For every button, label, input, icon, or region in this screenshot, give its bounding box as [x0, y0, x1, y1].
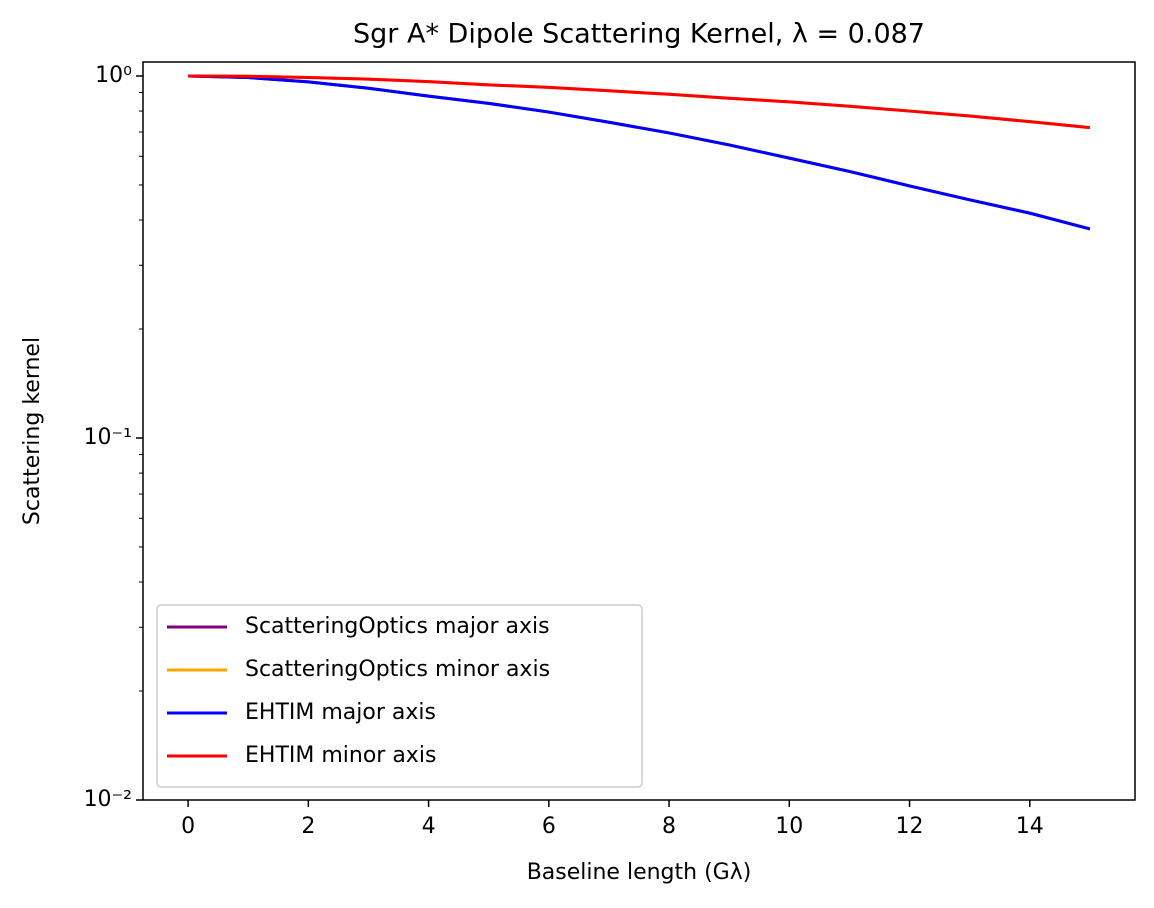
x-tick-label: 12 — [896, 814, 924, 839]
legend-label: EHTIM major axis — [245, 700, 436, 725]
y-axis-label: Scattering kernel — [20, 337, 45, 525]
series-line — [188, 74, 1091, 231]
legend-label: ScatteringOptics minor axis — [245, 657, 550, 682]
x-tick-label: 2 — [301, 814, 315, 839]
x-axis-label: Baseline length (Gλ) — [527, 860, 752, 885]
legend-label: EHTIM minor axis — [245, 743, 436, 768]
x-tick-label: 10 — [775, 814, 803, 839]
x-tick-label: 14 — [1016, 814, 1044, 839]
chart-title: Sgr A* Dipole Scattering Kernel, λ = 0.0… — [353, 19, 925, 50]
x-tick-label: 0 — [181, 814, 195, 839]
legend-label: ScatteringOptics major axis — [245, 614, 550, 639]
plot-frame — [142, 61, 1136, 801]
y-tick-label: 10⁻¹ — [84, 425, 132, 450]
legend-box — [156, 604, 643, 788]
x-tick-label: 4 — [422, 814, 436, 839]
series-line — [188, 74, 1091, 130]
series-line — [188, 74, 1091, 231]
x-tick-label: 6 — [542, 814, 556, 839]
y-tick-label: 10⁻² — [84, 787, 132, 812]
y-tick-label: 10⁰ — [95, 63, 132, 88]
x-tick-label: 8 — [662, 814, 676, 839]
